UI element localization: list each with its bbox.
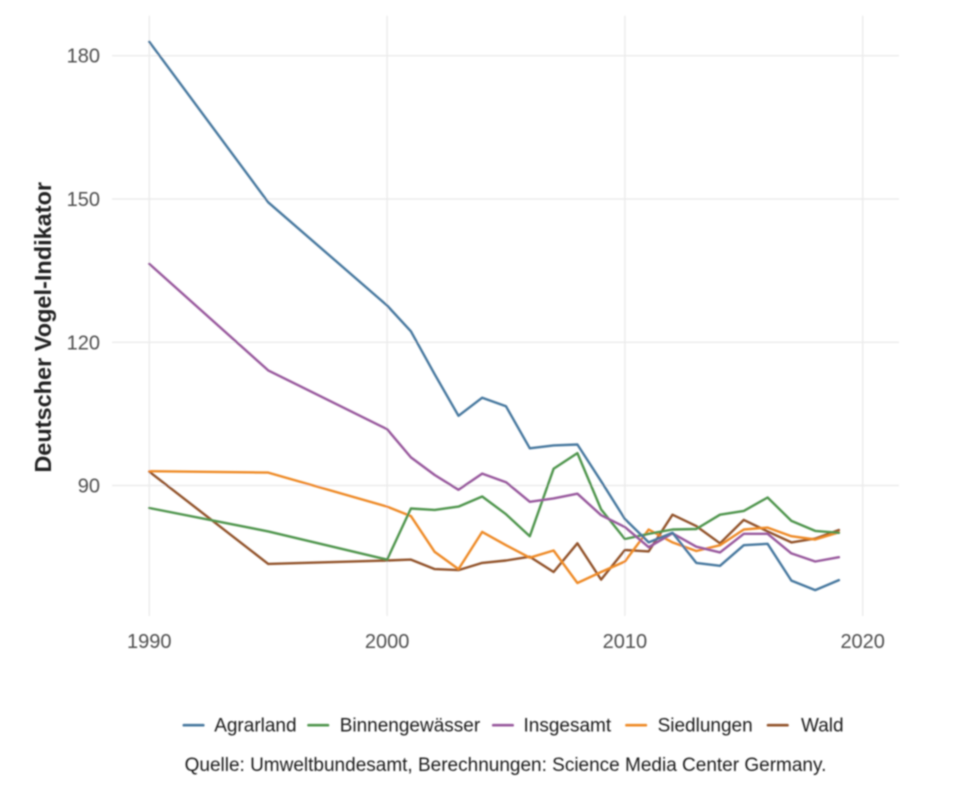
svg-text:Binnengewässer: Binnengewässer (340, 716, 481, 737)
svg-text:150: 150 (67, 189, 100, 211)
svg-text:Insgesamt: Insgesamt (524, 716, 612, 737)
svg-text:Agrarland: Agrarland (214, 716, 296, 737)
svg-text:Siedlungen: Siedlungen (658, 716, 753, 737)
svg-text:120: 120 (67, 332, 100, 354)
svg-text:Quelle: Umweltbundesamt, Berec: Quelle: Umweltbundesamt, Berechnungen: S… (185, 755, 827, 776)
svg-text:1990: 1990 (127, 631, 172, 653)
svg-text:180: 180 (67, 46, 100, 68)
svg-text:Wald: Wald (801, 716, 844, 737)
svg-text:Deutscher Vogel-Indikator: Deutscher Vogel-Indikator (30, 182, 56, 473)
svg-text:2000: 2000 (365, 631, 410, 653)
svg-text:2020: 2020 (840, 631, 885, 653)
svg-text:2010: 2010 (603, 631, 648, 653)
svg-text:90: 90 (78, 476, 100, 498)
